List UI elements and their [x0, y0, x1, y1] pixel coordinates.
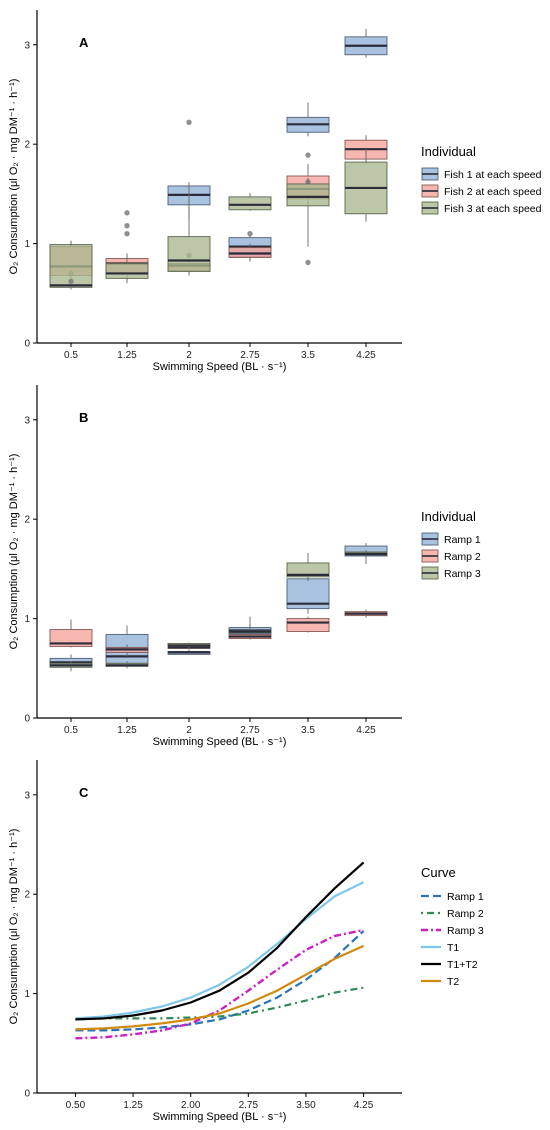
panel-a-boxplot: 0 1 2 3 0.5 1.25 2 2.75 3.5 4.25 Swimming Speed (B… — [8, 10, 542, 373]
curve-t1 — [75, 881, 365, 1020]
x-tick-label: 2 — [186, 725, 192, 736]
y-tick-label: 0 — [24, 1089, 30, 1100]
legend-item: Fish 2 at each speed — [421, 184, 542, 198]
curve-ramp-3 — [75, 928, 364, 1040]
legend-title: Individual — [421, 509, 476, 524]
panel-letter: C — [79, 785, 89, 800]
legend-item: T1+T2 — [421, 959, 478, 971]
outlier-point — [305, 259, 311, 266]
y-tick-label: 2 — [24, 515, 30, 526]
legend-label: Ramp 1 — [444, 534, 481, 546]
y-tick-label: 3 — [24, 415, 30, 426]
legend-item: Ramp 3 — [421, 925, 484, 937]
legend-label: Fish 3 at each speed — [444, 203, 542, 215]
y-tick-label: 1 — [24, 989, 30, 1000]
series-fish-2-at-each-speed — [49, 135, 388, 284]
box — [228, 196, 272, 211]
y-tick-label: 1 — [24, 239, 30, 250]
y-axis-label: O₂ Consumption (μl O₂ · mg DM⁻¹ · h⁻¹) — [8, 79, 20, 275]
legend: Individual Ramp 1 Ramp 2 Ramp 3 — [421, 509, 481, 580]
box — [167, 236, 211, 272]
series-ramp-1 — [49, 543, 388, 672]
legend-label: T1+T2 — [447, 959, 478, 971]
legend-item: Ramp 1 — [421, 891, 484, 903]
panel-letter: A — [79, 35, 89, 50]
outlier-point — [124, 223, 130, 229]
y-tick-label: 3 — [24, 40, 30, 51]
curve-ramp-2 — [75, 986, 364, 1021]
box — [286, 562, 330, 578]
x-tick-label: 0.5 — [64, 725, 78, 736]
legend-label: Ramp 3 — [447, 925, 484, 937]
outlier-point — [247, 230, 253, 237]
legend-title: Curve — [421, 865, 456, 880]
series-ramp-2 — [49, 609, 388, 657]
y-tick-label: 1 — [24, 614, 30, 625]
legend: Individual Fish 1 at each speed Fish 2 at … — [421, 144, 542, 215]
legend-label: Ramp 3 — [444, 568, 481, 580]
panel-b-boxplot: 0 1 2 3 0.5 1.25 2 2.75 3.5 4.25 Swimming Speed (B… — [8, 385, 481, 748]
x-tick-label: 0.5 — [64, 350, 78, 361]
x-tick-label: 2.00 — [181, 1100, 201, 1111]
x-tick-label: 2.75 — [240, 350, 260, 361]
y-tick-label: 2 — [24, 890, 30, 901]
x-axis-label: Swimming Speed (BL · s⁻¹) — [153, 1111, 287, 1123]
y-axis-label: O₂ Consumption (μl O₂ · mg DM⁻¹ · h⁻¹) — [8, 454, 20, 650]
legend-item: T1 — [421, 942, 459, 954]
outlier-point — [305, 152, 311, 158]
y-tick-label: 0 — [24, 339, 30, 350]
outlier-point — [68, 278, 74, 285]
series-fish-3-at-each-speed — [49, 149, 388, 290]
legend-label: Fish 1 at each speed — [444, 169, 542, 181]
curve-t1-t2 — [75, 861, 365, 1021]
outlier-point — [186, 119, 192, 126]
x-tick-label: 4.25 — [354, 1100, 374, 1111]
x-tick-label: 2 — [186, 350, 192, 361]
panel-letter: B — [79, 410, 88, 425]
legend-label: Ramp 2 — [444, 551, 481, 563]
x-tick-label: 1.25 — [117, 350, 137, 361]
x-axis-label: Swimming Speed (BL · s⁻¹) — [153, 361, 287, 373]
panel-c-line-chart: 0 1 2 3 0.50 1.25 2.00 2.75 3.50 4.25 Swimming Spe… — [8, 760, 484, 1123]
legend-title: Individual — [421, 144, 476, 159]
legend-item: Ramp 1 — [421, 532, 481, 546]
legend-item: T2 — [421, 976, 459, 988]
x-tick-label: 4.25 — [356, 350, 376, 361]
x-tick-label: 2.75 — [239, 1100, 259, 1111]
legend-label: Fish 2 at each speed — [444, 186, 542, 198]
box — [105, 263, 149, 279]
legend-item: Ramp 3 — [421, 566, 481, 580]
y-tick-label: 2 — [24, 140, 30, 151]
x-tick-label: 3.50 — [296, 1100, 316, 1111]
legend: Curve Ramp 1 Ramp 2 Ramp 3 T1 T1+T2 T2 — [421, 865, 484, 988]
x-tick-label: 2.75 — [240, 725, 260, 736]
outlier-point — [124, 210, 130, 216]
box — [286, 618, 330, 632]
x-tick-label: 4.25 — [356, 725, 376, 736]
legend-item: Fish 3 at each speed — [421, 201, 542, 215]
legend-item: Fish 1 at each speed — [421, 167, 542, 181]
legend-item: Ramp 2 — [421, 908, 484, 920]
legend-item: Ramp 2 — [421, 549, 481, 563]
legend-label: Ramp 1 — [447, 891, 484, 903]
y-tick-label: 0 — [24, 714, 30, 725]
curve-t2 — [75, 944, 365, 1031]
x-tick-label: 1.25 — [123, 1100, 143, 1111]
curve-ramp-1 — [75, 930, 365, 1032]
x-tick-label: 3.5 — [301, 350, 315, 361]
series-ramp-3 — [49, 550, 388, 670]
box — [49, 629, 93, 647]
outlier-point — [124, 230, 130, 237]
legend-label: T2 — [447, 976, 459, 988]
legend-label: T1 — [447, 942, 459, 954]
x-tick-label: 1.25 — [117, 725, 137, 736]
legend-label: Ramp 2 — [447, 908, 484, 920]
y-tick-label: 3 — [24, 790, 30, 801]
x-tick-label: 3.5 — [301, 725, 315, 736]
x-axis-label: Swimming Speed (BL · s⁻¹) — [153, 736, 287, 748]
box — [286, 183, 330, 207]
x-tick-label: 0.50 — [66, 1100, 86, 1111]
y-axis-label: O₂ Consumption (μl O₂ · mg DM⁻¹ · h⁻¹) — [8, 829, 20, 1025]
